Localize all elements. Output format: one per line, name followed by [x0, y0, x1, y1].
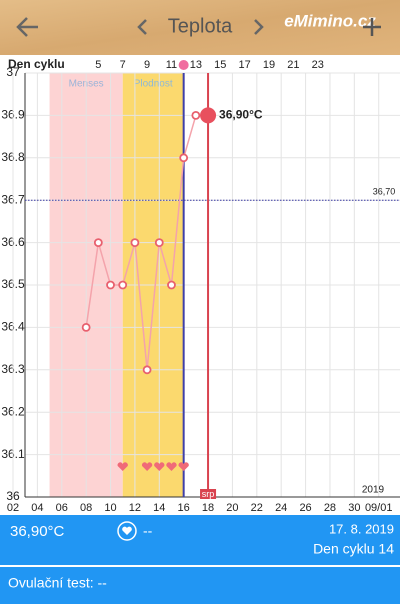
x-tick-label: 14 [153, 502, 165, 514]
cycle-tick-label: 17 [238, 59, 250, 71]
screen-title: Teplota [168, 15, 233, 37]
heart-status: -- [143, 523, 153, 539]
cycle-axis-label: Den cyklu [8, 57, 65, 71]
prev-button[interactable] [137, 19, 147, 35]
date: 17. 8. 2019 [329, 521, 394, 536]
x-tick-label: 04 [31, 502, 43, 514]
heart [166, 462, 177, 471]
data-point [106, 280, 115, 290]
x-tick-label: 30 [348, 502, 360, 514]
summary-bar [0, 515, 400, 565]
reference-label: 36,70 [373, 187, 396, 197]
x-tick-label: 08 [80, 502, 92, 514]
x-tick-label: 28 [324, 502, 336, 514]
cycle-tick-label: 9 [144, 59, 150, 71]
cycle-marker-label: srp [202, 489, 215, 499]
data-point [191, 111, 201, 120]
x-tick-label: 24 [275, 502, 287, 514]
cycle-tick-label: 15 [214, 59, 226, 71]
next-button[interactable] [254, 19, 264, 35]
chart: Menses Plodnost3636.136.236.336.436.536.6… [1, 59, 400, 514]
x-tick-label: 18 [202, 502, 214, 514]
top-bar [0, 0, 400, 55]
heart [178, 462, 189, 471]
data-point [154, 238, 164, 248]
data-point [167, 280, 176, 290]
x-tick-label: 16 [178, 502, 190, 514]
logo: eMimino.cz [284, 11, 376, 30]
ovulation-test: Ovulační test: -- [8, 575, 107, 591]
cycle-tick-label: 13 [190, 59, 202, 71]
heart-icon [117, 521, 137, 541]
ovulation-dot [178, 60, 189, 70]
x-tick-label: 22 [251, 502, 263, 514]
data-point [130, 238, 140, 248]
x-tick-label: 10 [104, 502, 116, 514]
y-tick-label: 37 [6, 65, 20, 79]
x-tick-label: 02 [7, 502, 19, 514]
cycle-tick-label: 19 [263, 59, 275, 71]
cycle-marker-box [200, 489, 217, 499]
data-point [179, 153, 189, 163]
highlight-point [200, 107, 217, 124]
heart [117, 462, 128, 471]
temperature: 36,90°C [10, 523, 65, 540]
back-button[interactable] [16, 17, 38, 37]
highlight-label: 36,90°C [219, 108, 263, 122]
x-tick-label: 26 [299, 502, 311, 514]
data-point [142, 365, 152, 375]
band-label: Plodnost [134, 79, 173, 90]
cycle-tick-label: 11 [166, 59, 177, 71]
cycle-tick-label: 7 [120, 59, 126, 71]
add-button[interactable] [363, 18, 381, 36]
data-point [81, 322, 91, 332]
cycle-day: Den cyklu 14 [313, 541, 394, 557]
year-label: 2019 [362, 485, 385, 496]
x-tick-label: 20 [226, 502, 238, 514]
data-point [93, 238, 103, 248]
cycle-tick-label: 5 [95, 59, 101, 71]
cycle-tick-label: 21 [287, 59, 299, 71]
x-tick-label: 09/01 [365, 502, 393, 514]
data-point [118, 280, 128, 290]
heart [154, 462, 165, 471]
temperature-line [85, 115, 197, 370]
heart-glyph [122, 526, 132, 535]
ovulation-bar[interactable] [0, 567, 400, 604]
heart [141, 462, 153, 471]
x-tick-label: 12 [129, 502, 141, 514]
x-tick-label: 06 [56, 502, 68, 514]
cycle-tick-label: 23 [312, 59, 324, 71]
